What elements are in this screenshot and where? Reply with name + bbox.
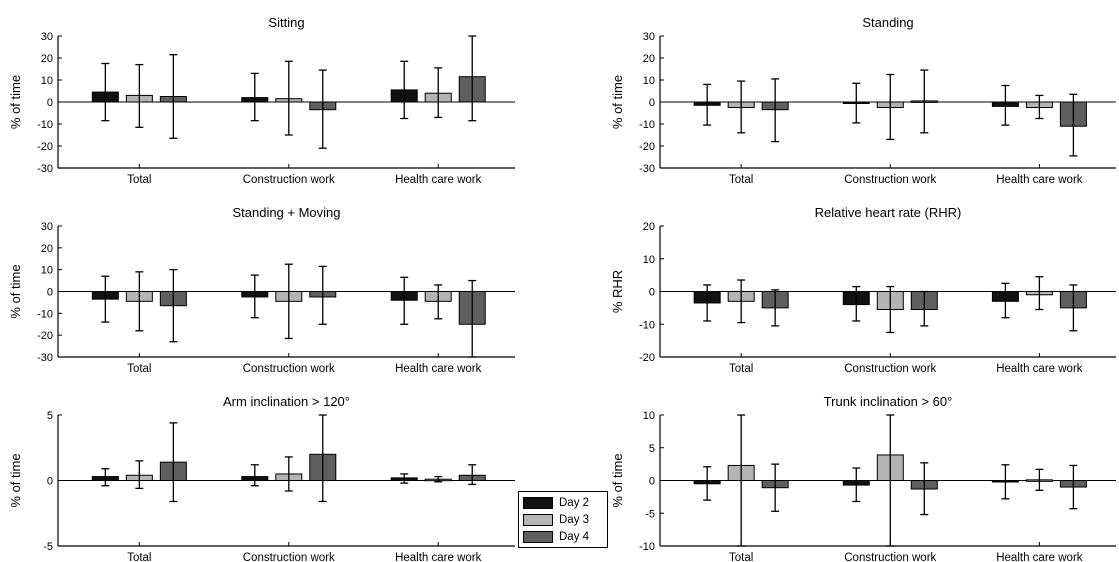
panel1-category-label: Health care work [395, 174, 482, 186]
panel1-ytick-label: -30 [37, 163, 53, 175]
panel5-ytick-label: -5 [43, 541, 53, 553]
panel2-title: Standing [862, 15, 913, 30]
panel2-ytick-label: 30 [643, 31, 655, 43]
panel2-ytick-label: 10 [643, 75, 655, 87]
panel5-ytick-label: 5 [47, 410, 53, 422]
panel2-ytick-label: -20 [639, 141, 655, 153]
legend-item-day3: Day 3 [523, 511, 603, 528]
panel6-category-label: Construction work [844, 552, 936, 562]
panel3-category-label: Total [127, 363, 151, 375]
panel3-ytick-label: -30 [37, 352, 53, 364]
panel5-category-label: Health care work [395, 552, 482, 562]
panel2-category-label: Construction work [844, 174, 936, 186]
panel5-category-label: Total [127, 552, 151, 562]
panel1-ytick-label: -10 [37, 119, 53, 131]
panel6-ylabel: % of time [610, 453, 625, 507]
panel3-category-label: Health care work [395, 363, 482, 375]
panel6-category-label: Health care work [996, 552, 1083, 562]
panel4-ytick-label: -20 [639, 352, 655, 364]
panel4-category-label: Construction work [844, 363, 936, 375]
panel4-ytick-label: 20 [643, 221, 655, 233]
panel4-ylabel: % RHR [610, 270, 625, 313]
panel3-ytick-label: 0 [47, 287, 53, 299]
panel3-category-label: Construction work [243, 363, 335, 375]
legend-label-day4: Day 4 [559, 530, 590, 543]
panel5-title: Arm inclination > 120° [223, 394, 350, 409]
panel6-ytick-label: 5 [649, 443, 655, 455]
panel1-ylabel: % of time [8, 75, 23, 129]
panel1-ytick-label: 30 [41, 31, 53, 43]
legend-label-day3: Day 3 [559, 513, 590, 526]
panel6-ytick-label: -10 [639, 541, 655, 553]
panel6-ytick-label: 0 [649, 476, 655, 488]
panel4-ytick-label: -10 [639, 319, 655, 331]
panel4-ytick-label: 10 [643, 254, 655, 266]
panel3-ytick-label: 30 [41, 221, 53, 233]
panel3-ytick-label: 20 [41, 243, 53, 255]
panel4-title: Relative heart rate (RHR) [815, 205, 962, 220]
panel1-ytick-label: 20 [41, 53, 53, 65]
legend-item-day4: Day 4 [523, 528, 603, 545]
panel3-title: Standing + Moving [232, 205, 340, 220]
panel5-ytick-label: 0 [47, 476, 53, 488]
panel4-category-label: Total [729, 363, 753, 375]
legend: Day 2 Day 3 Day 4 [518, 491, 608, 548]
legend-item-day2: Day 2 [523, 494, 603, 511]
panel3-ytick-label: 10 [41, 265, 53, 277]
panel4-ytick-label: 0 [649, 287, 655, 299]
panel2-ytick-label: -30 [639, 163, 655, 175]
panel4-category-label: Health care work [996, 363, 1083, 375]
panel3-ytick-label: -20 [37, 330, 53, 342]
panel3-ytick-label: -10 [37, 308, 53, 320]
panel1-ytick-label: 10 [41, 75, 53, 87]
panel5-ylabel: % of time [8, 453, 23, 507]
panel1-ytick-label: 0 [47, 97, 53, 109]
panel2-ylabel: % of time [610, 75, 625, 129]
panel6-category-label: Total [729, 552, 753, 562]
panel1-ytick-label: -20 [37, 141, 53, 153]
panel2-category-label: Health care work [996, 174, 1083, 186]
legend-label-day2: Day 2 [559, 496, 590, 509]
panel2-category-label: Total [729, 174, 753, 186]
panel6-ytick-label: -5 [645, 508, 655, 520]
panel3-ylabel: % of time [8, 264, 23, 318]
panel6-ytick-label: 10 [643, 410, 655, 422]
panel1-category-label: Total [127, 174, 151, 186]
panel1-category-label: Construction work [243, 174, 335, 186]
panel6-title: Trunk inclination > 60° [824, 394, 953, 409]
panel1-title: Sitting [268, 15, 304, 30]
panel2-ytick-label: 0 [649, 97, 655, 109]
legend-swatch-day3 [523, 513, 553, 526]
legend-swatch-day2 [523, 496, 553, 509]
panel5-category-label: Construction work [243, 552, 335, 562]
panel2-ytick-label: -10 [639, 119, 655, 131]
panel2-ytick-label: 20 [643, 53, 655, 65]
legend-swatch-day4 [523, 530, 553, 543]
